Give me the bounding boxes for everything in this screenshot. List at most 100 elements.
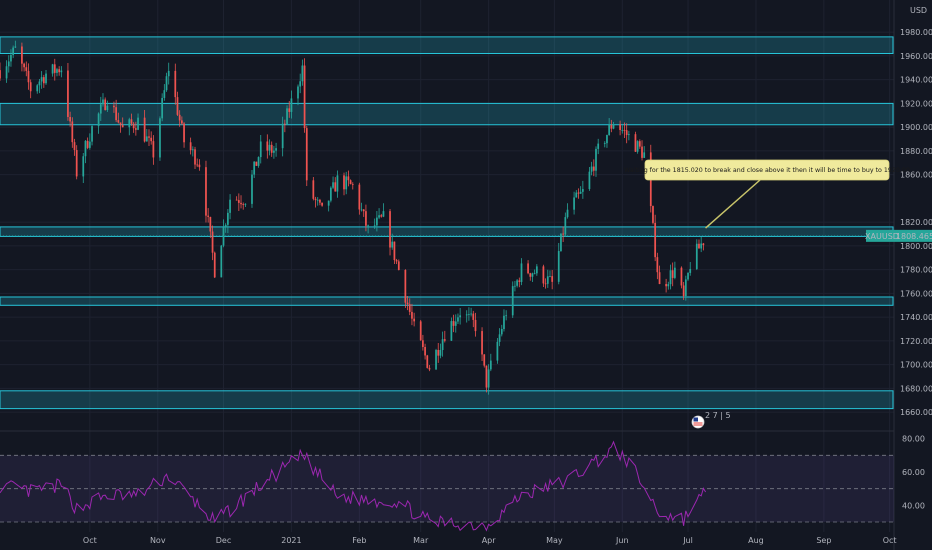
candle-body	[106, 105, 109, 111]
zone-rect-2	[0, 226, 894, 237]
candle-body	[189, 142, 192, 151]
candle-body	[351, 184, 354, 185]
candle-body	[102, 99, 104, 105]
candle-body	[454, 321, 457, 326]
candle-body	[99, 104, 102, 114]
candle-body	[533, 273, 536, 275]
candle-body	[327, 200, 330, 206]
candle-body	[689, 268, 692, 273]
candle-body	[176, 97, 179, 115]
candle-body	[623, 129, 626, 131]
candle-body	[641, 146, 643, 158]
candle-body	[161, 97, 164, 119]
candle-body	[128, 119, 131, 128]
trade-annotation[interactable]: Waiting for the 1815.020 to break and cl…	[624, 159, 910, 429]
candle-body	[643, 152, 646, 158]
candle-body	[560, 233, 562, 252]
candle-body	[104, 99, 107, 111]
candle-body	[283, 123, 286, 125]
candle-body	[251, 174, 253, 204]
candle-body	[143, 117, 146, 142]
candle-body	[700, 243, 703, 249]
candle-body	[684, 279, 687, 297]
price-tick-label: 1800.000	[900, 242, 932, 251]
candle-body	[498, 334, 501, 342]
candle-body	[452, 321, 455, 326]
rsi-line	[0, 440, 707, 532]
candle-body	[301, 65, 304, 82]
candle-body	[577, 192, 580, 194]
time-tick-label: Sep	[816, 536, 831, 545]
candle-body	[496, 341, 499, 361]
candle-body	[305, 128, 308, 181]
candle-body	[481, 331, 483, 355]
candle-body	[435, 349, 437, 370]
price-tick-label: 1940.000	[900, 76, 932, 85]
candle-body	[174, 70, 177, 98]
candle-body	[404, 269, 407, 303]
candle-body	[487, 369, 490, 388]
candle-body	[86, 140, 89, 148]
candle-body	[391, 241, 394, 248]
candle-body	[349, 180, 352, 185]
last-price-tag	[898, 229, 932, 242]
candle-body	[270, 144, 273, 153]
candle-body	[115, 107, 118, 121]
candle-body	[625, 130, 628, 136]
price-tick-label: 1760.000	[900, 289, 932, 298]
candle-body	[439, 350, 442, 356]
candle-body	[275, 148, 277, 151]
candle-body	[332, 182, 334, 188]
price-tick-label: 1780.000	[900, 266, 932, 275]
candle-body	[557, 251, 560, 282]
candle-body	[253, 161, 256, 175]
candle-body	[183, 123, 185, 143]
grid-lines	[0, 0, 895, 550]
candle-body	[12, 47, 15, 56]
candle-body	[535, 266, 538, 274]
candle-body	[288, 108, 291, 112]
candle-body	[652, 206, 654, 223]
candle-body	[211, 231, 214, 253]
candle-body	[419, 321, 422, 341]
candle-body	[608, 125, 611, 136]
candle-body	[450, 321, 453, 341]
price-tick-label: 1820.000	[900, 218, 932, 227]
candlestick-series	[0, 40, 894, 395]
candle-body	[167, 70, 170, 77]
candle-body	[424, 346, 426, 356]
candle-body	[130, 119, 133, 124]
candle-body	[343, 175, 345, 190]
candle-body	[196, 164, 199, 166]
rsi-tick-label: 60.00	[902, 468, 925, 477]
candle-body	[45, 73, 47, 84]
candle-body	[654, 222, 657, 258]
candle-body	[178, 114, 181, 121]
candle-body	[606, 135, 608, 144]
candle-body	[194, 149, 196, 165]
price-tick-label: 1680.000	[900, 384, 932, 393]
annotation-pointer	[705, 179, 761, 229]
flag-canton	[693, 417, 698, 422]
candle-body	[546, 276, 549, 284]
price-tick-label: 1740.000	[900, 313, 932, 322]
candle-body	[88, 141, 91, 148]
event-label: 2 7 | 5	[705, 411, 731, 420]
flag-stripes	[693, 422, 703, 426]
candle-body	[426, 355, 429, 368]
candle-body	[595, 148, 597, 171]
candle-body	[428, 367, 431, 370]
candle-body	[91, 126, 93, 142]
candle-body	[58, 69, 61, 73]
candle-body	[5, 66, 8, 79]
candle-body	[500, 329, 503, 335]
zone-rect-0	[0, 36, 894, 55]
candle-body	[319, 199, 321, 203]
candle-body	[321, 202, 323, 206]
candle-body	[273, 150, 275, 153]
time-tick-label: Jun	[615, 536, 629, 545]
candle-body	[119, 122, 122, 126]
